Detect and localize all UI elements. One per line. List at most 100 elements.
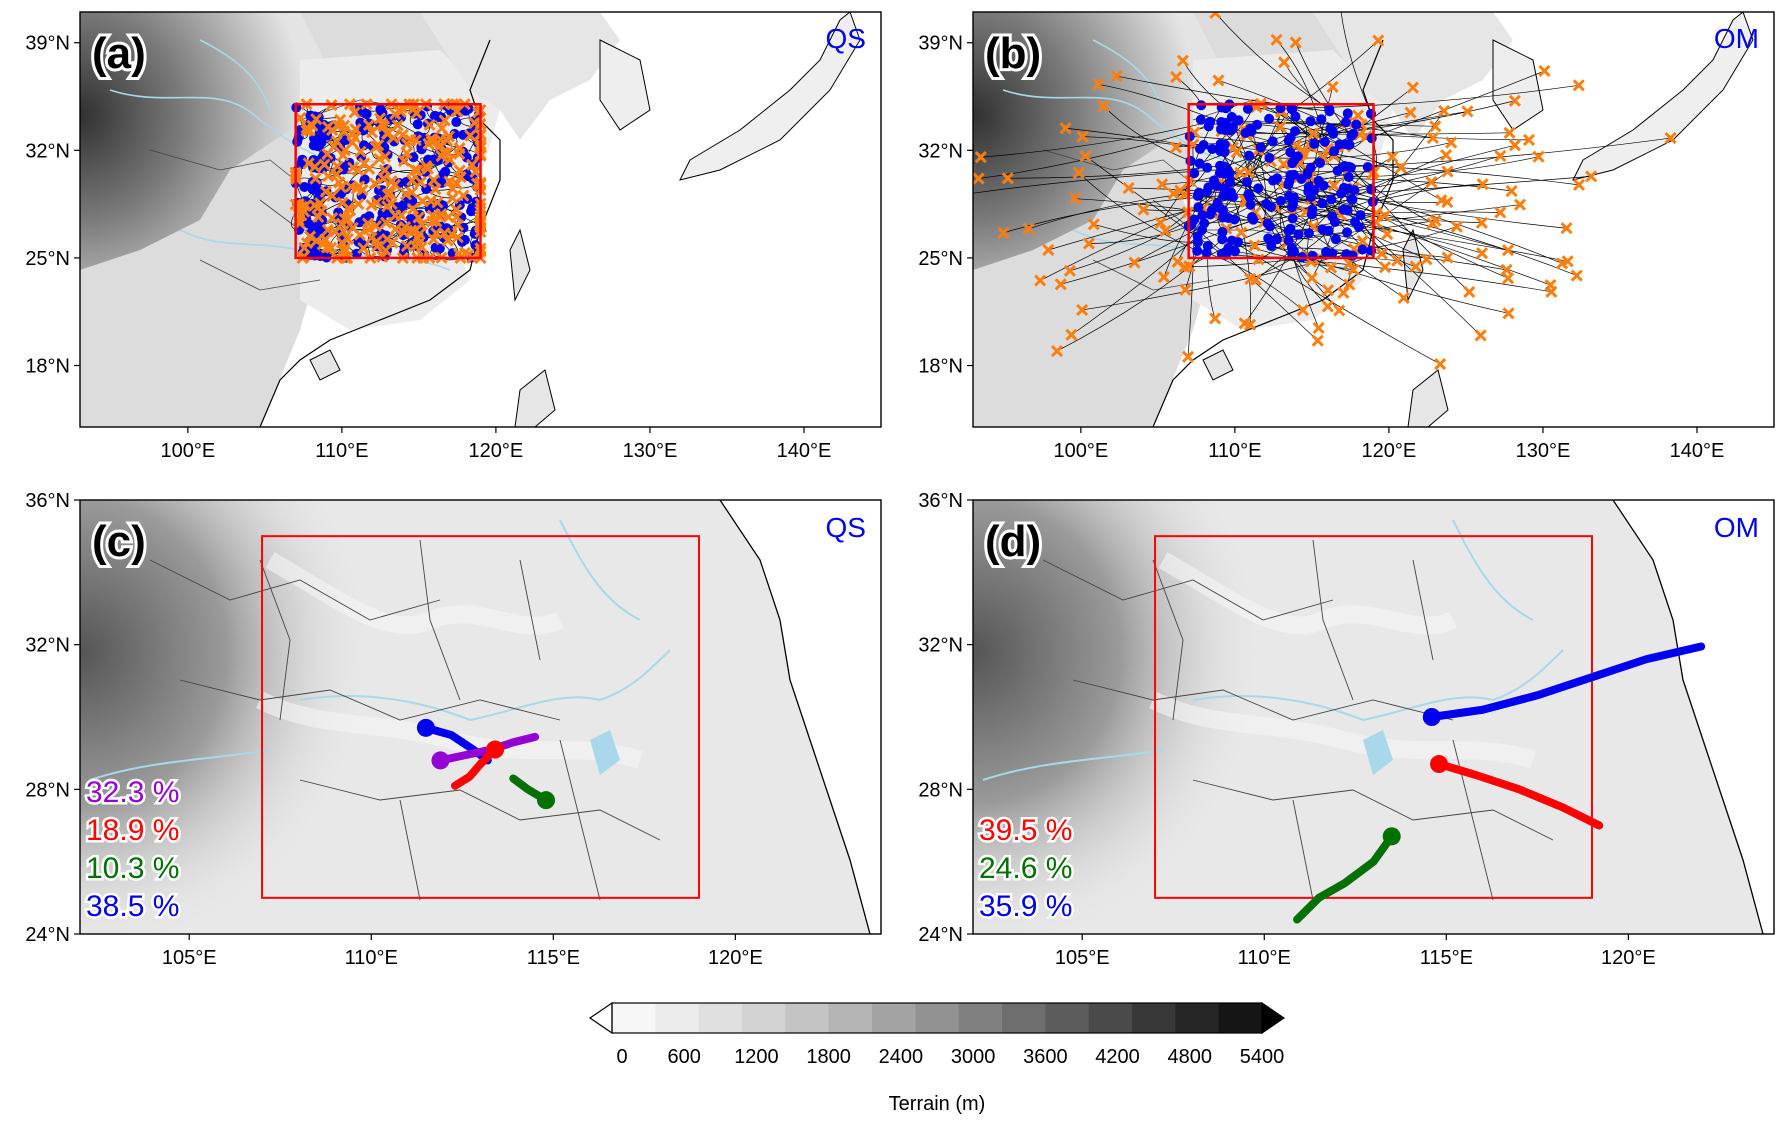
trajectory-end-marker	[303, 124, 316, 137]
colorbar-cell	[872, 1003, 916, 1033]
trajectory-start-marker	[434, 243, 445, 254]
trajectory-end-marker	[335, 236, 349, 249]
trajectory-end-marker	[1069, 192, 1082, 205]
lat-tick-label: 39°N	[25, 33, 70, 55]
trajectory-end-marker	[338, 242, 351, 255]
trajectory-start-marker	[1293, 229, 1304, 240]
experiment-tag: OM	[1714, 512, 1759, 543]
trajectory-end-marker	[304, 230, 317, 243]
trajectory-end-marker	[1307, 127, 1320, 140]
trajectory-end-marker	[370, 240, 384, 253]
panel-d-cluster-tracks	[1293, 642, 1706, 924]
trajectory-end-marker	[352, 164, 365, 177]
trajectory-start-marker	[1217, 227, 1228, 238]
trajectory-end-marker	[1311, 334, 1324, 347]
trajectory-line	[1215, 12, 1330, 110]
trajectory-end-marker	[1209, 312, 1222, 325]
trajectory-start-marker	[1342, 227, 1353, 238]
trajectory-end-marker	[325, 241, 338, 254]
trajectory-line	[1098, 84, 1222, 123]
trajectory-end-marker	[1278, 56, 1291, 69]
trajectory-end-marker	[333, 176, 346, 189]
cluster-start-marker	[431, 751, 450, 770]
trajectory-start-marker	[1290, 111, 1301, 122]
trajectory-start-marker	[1283, 225, 1294, 236]
lon-tick-label: 140°E	[1670, 440, 1725, 462]
trajectory-end-marker	[348, 106, 361, 119]
trajectory-end-marker	[1494, 149, 1507, 163]
trajectory-start-marker	[1289, 155, 1300, 166]
trajectory-start-marker	[1275, 103, 1286, 114]
trajectory-end-marker	[1054, 278, 1067, 291]
trajectory-end-marker	[1174, 184, 1187, 197]
trajectory-end-marker	[414, 176, 427, 189]
lat-tick-label: 18°N	[918, 356, 963, 378]
trajectory-line	[1350, 167, 1470, 293]
panel-label: (a)	[92, 29, 146, 78]
lon-tick-label: 120°E	[1362, 440, 1417, 462]
land-japan	[1572, 12, 1754, 181]
trajectory-end-marker	[342, 202, 355, 215]
colorbar-tick-label: 0	[616, 1046, 627, 1068]
trajectory-start-marker	[1362, 161, 1373, 172]
trajectory-end-marker	[411, 231, 424, 245]
trajectory-start-marker	[1324, 103, 1335, 114]
trajectory-end-marker	[1327, 179, 1340, 192]
trajectory-start-marker	[1241, 177, 1252, 188]
trajectory-start-marker	[408, 152, 419, 163]
land-luzon	[514, 369, 556, 427]
trajectory-end-marker	[1500, 263, 1513, 276]
trajectory-line	[1134, 217, 1224, 263]
trajectory-line	[1335, 238, 1448, 258]
trajectory-line	[1060, 219, 1254, 285]
trajectory-end-marker	[464, 129, 477, 142]
trajectory-line	[1343, 137, 1671, 168]
trajectory-end-marker	[1234, 166, 1247, 179]
province-borders	[149, 539, 661, 901]
trajectory-line	[973, 169, 1225, 194]
trajectory-end-marker	[365, 198, 378, 212]
colorbar-cell	[915, 1003, 960, 1033]
trajectory-end-marker	[427, 233, 440, 246]
trajectory-end-marker	[1076, 303, 1089, 316]
lat-tick-label: 32°N	[25, 140, 70, 162]
trajectory-end-marker	[1394, 161, 1407, 174]
trajectory-start-marker	[1203, 182, 1214, 193]
trajectory-start-marker	[1215, 203, 1226, 214]
trajectory-start-marker	[361, 108, 372, 119]
trajectory-start-marker	[1226, 112, 1237, 123]
trajectory-start-marker	[1217, 212, 1228, 223]
trajectory-end-marker	[1171, 255, 1184, 268]
trajectory-end-marker	[1476, 178, 1489, 191]
trajectory-end-marker	[1333, 304, 1346, 317]
land-japan	[679, 12, 861, 181]
trajectory-end-marker	[451, 231, 464, 244]
trajectory-line	[1040, 192, 1232, 281]
lat-tick-label: 24°N	[25, 924, 70, 946]
colorbar-max-arrow	[1261, 1001, 1286, 1035]
trajectory-start-marker	[1220, 103, 1231, 114]
trajectory-end-marker	[381, 200, 394, 213]
trajectory-start-marker	[451, 117, 462, 128]
trajectory-end-marker	[1508, 94, 1521, 107]
trajectory-line	[1255, 166, 1369, 280]
trajectory-start-marker	[1326, 194, 1337, 205]
land-korea	[1492, 39, 1544, 131]
trajectory-end-marker	[406, 202, 420, 215]
trajectory-end-marker	[326, 123, 339, 137]
trajectory-start-marker	[1338, 161, 1349, 172]
lat-tick-label: 28°N	[918, 779, 963, 801]
panel-b-frame	[972, 11, 1775, 428]
cluster-start-marker	[537, 791, 556, 810]
trajectory-end-marker	[1438, 104, 1451, 117]
trajectory-end-marker	[1375, 247, 1388, 260]
trajectory-start-marker	[1220, 117, 1231, 128]
trajectory-end-marker	[1409, 260, 1422, 273]
trajectory-end-marker	[356, 183, 369, 197]
trajectory-end-marker	[1034, 274, 1047, 287]
trajectory-end-marker	[1538, 64, 1551, 78]
trajectory-start-marker	[1318, 180, 1329, 191]
trajectory-start-marker	[1329, 146, 1340, 157]
trajectory-end-marker	[1022, 222, 1035, 235]
trajectory-end-marker	[429, 183, 442, 196]
